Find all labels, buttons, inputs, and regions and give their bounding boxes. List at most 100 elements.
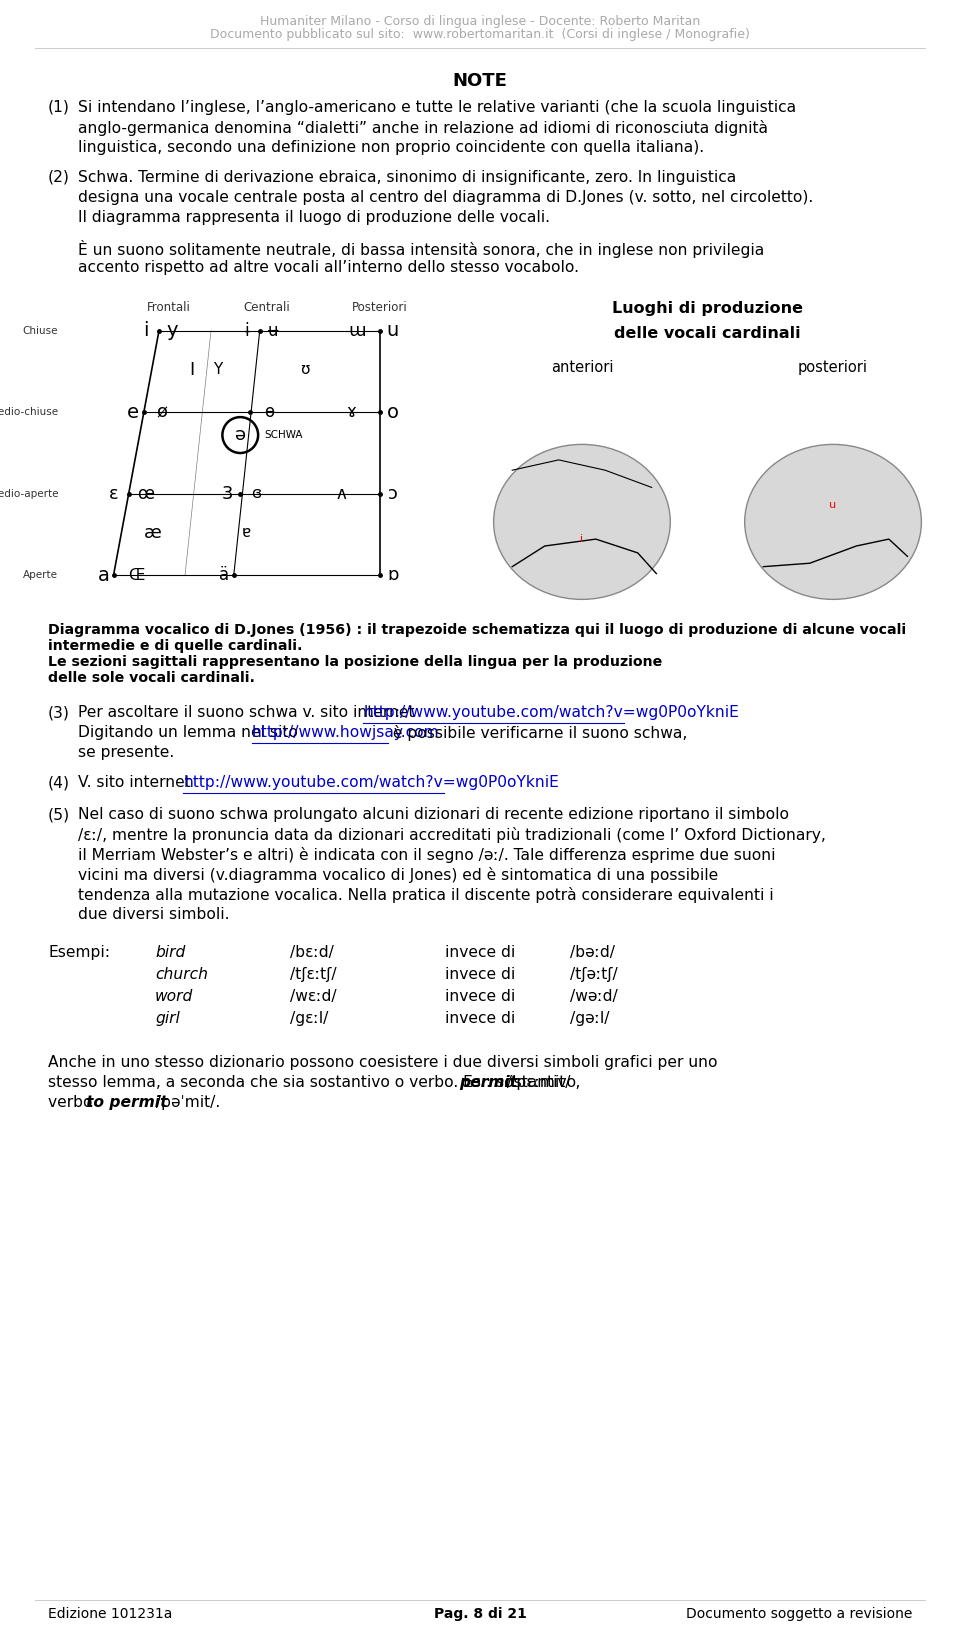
Text: vicini ma diversi (v.diagramma vocalico di Jones) ed è sintomatica di una possib: vicini ma diversi (v.diagramma vocalico … xyxy=(78,868,718,882)
Text: ɔ: ɔ xyxy=(388,484,398,502)
Text: /wɛːd/: /wɛːd/ xyxy=(290,990,337,1004)
Text: Documento soggetto a revisione: Documento soggetto a revisione xyxy=(685,1607,912,1622)
Text: stesso lemma, a seconda che sia sostantivo o verbo. Es.: sostantivo: stesso lemma, a seconda che sia sostanti… xyxy=(48,1076,581,1090)
Text: invece di: invece di xyxy=(445,1011,516,1025)
Text: è possibile verificarne il suono schwa,: è possibile verificarne il suono schwa, xyxy=(388,725,687,741)
Text: due diversi simboli.: due diversi simboli. xyxy=(78,907,229,921)
Text: (5): (5) xyxy=(48,808,70,822)
Text: http://www.howjsay.com: http://www.howjsay.com xyxy=(252,725,440,739)
Text: Diagramma vocalico di D.Jones (1956) : il trapezoide schematizza qui il luogo di: Diagramma vocalico di D.Jones (1956) : i… xyxy=(48,622,906,637)
Text: Y: Y xyxy=(213,362,222,377)
Text: invece di: invece di xyxy=(445,990,516,1004)
Text: se presente.: se presente. xyxy=(78,744,175,760)
Text: ɛ: ɛ xyxy=(108,484,118,502)
Text: ɯ: ɯ xyxy=(348,322,366,340)
Text: ɐ: ɐ xyxy=(242,525,252,541)
Text: V. sito internet: V. sito internet xyxy=(78,775,196,790)
Text: u: u xyxy=(829,499,836,510)
Text: invece di: invece di xyxy=(445,967,516,982)
Text: Nel caso di suono schwa prolungato alcuni dizionari di recente edizione riportan: Nel caso di suono schwa prolungato alcun… xyxy=(78,808,789,822)
Text: Schwa. Termine di derivazione ebraica, sinonimo di insignificante, zero. In ling: Schwa. Termine di derivazione ebraica, s… xyxy=(78,171,736,185)
Text: designa una vocale centrale posta al centro del diagramma di D.Jones (v. sotto, : designa una vocale centrale posta al cen… xyxy=(78,190,813,205)
Text: tendenza alla mutazione vocalica. Nella pratica il discente potrà considerare eq: tendenza alla mutazione vocalica. Nella … xyxy=(78,887,774,904)
Text: Pag. 8 di 21: Pag. 8 di 21 xyxy=(434,1607,526,1622)
Text: È un suono solitamente neutrale, di bassa intensità sonora, che in inglese non p: È un suono solitamente neutrale, di bass… xyxy=(78,240,764,258)
Text: ʌ: ʌ xyxy=(336,484,346,502)
Text: word: word xyxy=(155,990,193,1004)
Text: permit: permit xyxy=(460,1076,517,1090)
Text: Aperte: Aperte xyxy=(23,570,59,580)
Text: /gɛːl/: /gɛːl/ xyxy=(290,1011,328,1025)
Text: ä: ä xyxy=(219,567,229,585)
Text: ɨ: ɨ xyxy=(245,322,249,340)
Text: Le sezioni sagittali rappresentano la posizione della lingua per la produzione: Le sezioni sagittali rappresentano la po… xyxy=(48,655,662,669)
Text: (4): (4) xyxy=(48,775,70,790)
Text: /ˈpɛːmit/ ,: /ˈpɛːmit/ , xyxy=(502,1076,581,1090)
Text: Medio-chiuse: Medio-chiuse xyxy=(0,408,59,418)
Text: intermedie e di quelle cardinali.: intermedie e di quelle cardinali. xyxy=(48,639,302,653)
Text: Centrali: Centrali xyxy=(243,301,290,314)
Text: Humaniter Milano - Corso di lingua inglese - Docente: Roberto Maritan: Humaniter Milano - Corso di lingua ingle… xyxy=(260,15,700,28)
Text: /pəˈmit/.: /pəˈmit/. xyxy=(151,1095,220,1110)
Text: il Merriam Webster’s e altri) è indicata con il segno /əː/. Tale differenza espr: il Merriam Webster’s e altri) è indicata… xyxy=(78,847,776,863)
Text: I: I xyxy=(189,361,194,379)
Text: ø: ø xyxy=(156,403,168,421)
Text: /ɛː/, mentre la pronuncia data da dizionari accreditati più tradizionali (come l: /ɛː/, mentre la pronuncia data da dizion… xyxy=(78,827,826,843)
Text: a: a xyxy=(98,566,109,585)
Text: Si intendano l’inglese, l’anglo-americano e tutte le relative varianti (che la s: Si intendano l’inglese, l’anglo-american… xyxy=(78,101,796,115)
Text: http://www.youtube.com/watch?v=wg0P0oYkniE: http://www.youtube.com/watch?v=wg0P0oYkn… xyxy=(183,775,560,790)
Text: /bəːd/: /bəːd/ xyxy=(570,946,615,960)
Text: invece di: invece di xyxy=(445,946,516,960)
Text: anglo-germanica denomina “dialetti” anche in relazione ad idiomi di riconosciuta: anglo-germanica denomina “dialetti” anch… xyxy=(78,120,768,136)
Text: /gəːl/: /gəːl/ xyxy=(570,1011,610,1025)
Text: NOTE: NOTE xyxy=(452,72,508,89)
Text: /tʃɛːtʃ/: /tʃɛːtʃ/ xyxy=(290,967,337,982)
Text: ɞ: ɞ xyxy=(252,486,261,500)
Text: Il diagramma rappresenta il luogo di produzione delle vocali.: Il diagramma rappresenta il luogo di pro… xyxy=(78,210,550,224)
Text: Per ascoltare il suono schwa v. sito internet: Per ascoltare il suono schwa v. sito int… xyxy=(78,705,420,720)
Text: o: o xyxy=(387,403,399,422)
Text: Chiuse: Chiuse xyxy=(23,325,59,336)
Text: (3): (3) xyxy=(48,705,70,720)
Text: Documento pubblicato sul sito:  www.robertomaritan.it  (Corsi di inglese / Monog: Documento pubblicato sul sito: www.rober… xyxy=(210,28,750,41)
Text: i: i xyxy=(143,322,149,340)
Text: church: church xyxy=(155,967,208,982)
Text: (2): (2) xyxy=(48,171,70,185)
Text: verbo: verbo xyxy=(48,1095,97,1110)
Text: 3: 3 xyxy=(222,484,233,502)
Text: y: y xyxy=(166,322,178,340)
Text: ɵ: ɵ xyxy=(264,403,275,421)
Text: girl: girl xyxy=(155,1011,180,1025)
Text: http://www.youtube.com/watch?v=wg0P0oYkniE: http://www.youtube.com/watch?v=wg0P0oYkn… xyxy=(363,705,739,720)
Text: SCHWA: SCHWA xyxy=(265,431,303,440)
Text: posteriori: posteriori xyxy=(798,361,868,375)
Text: ə: ə xyxy=(234,426,246,444)
Text: i: i xyxy=(581,535,584,544)
Text: Edizione 101231a: Edizione 101231a xyxy=(48,1607,173,1622)
Text: æ: æ xyxy=(144,523,161,543)
Text: delle sole vocali cardinali.: delle sole vocali cardinali. xyxy=(48,671,255,686)
Text: Anche in uno stesso dizionario possono coesistere i due diversi simboli grafici : Anche in uno stesso dizionario possono c… xyxy=(48,1055,717,1069)
Text: /wəːd/: /wəːd/ xyxy=(570,990,617,1004)
Text: /tʃəːtʃ/: /tʃəːtʃ/ xyxy=(570,967,617,982)
Text: ɒ: ɒ xyxy=(387,567,398,585)
Text: (1): (1) xyxy=(48,101,70,115)
Text: anteriori: anteriori xyxy=(551,361,613,375)
Text: Frontali: Frontali xyxy=(147,301,191,314)
Text: /bɛːd/: /bɛːd/ xyxy=(290,946,334,960)
Text: e: e xyxy=(127,403,139,422)
Text: accento rispetto ad altre vocali all’interno dello stesso vocabolo.: accento rispetto ad altre vocali all’int… xyxy=(78,260,579,275)
Ellipse shape xyxy=(493,444,670,600)
Text: Medio-aperte: Medio-aperte xyxy=(0,489,59,499)
Text: Digitando un lemma nel sito: Digitando un lemma nel sito xyxy=(78,725,302,739)
Text: Œ: Œ xyxy=(128,567,144,583)
Text: Luoghi di produzione: Luoghi di produzione xyxy=(612,302,803,317)
Ellipse shape xyxy=(745,444,922,600)
Text: ʊ: ʊ xyxy=(300,362,310,377)
Text: to permit: to permit xyxy=(86,1095,167,1110)
Text: ʉ: ʉ xyxy=(268,322,278,340)
Text: ɤ: ɤ xyxy=(346,403,356,421)
Text: œ: œ xyxy=(137,484,155,502)
Text: linguistica, secondo una definizione non proprio coincidente con quella italiana: linguistica, secondo una definizione non… xyxy=(78,140,704,154)
Text: Posteriori: Posteriori xyxy=(352,301,408,314)
